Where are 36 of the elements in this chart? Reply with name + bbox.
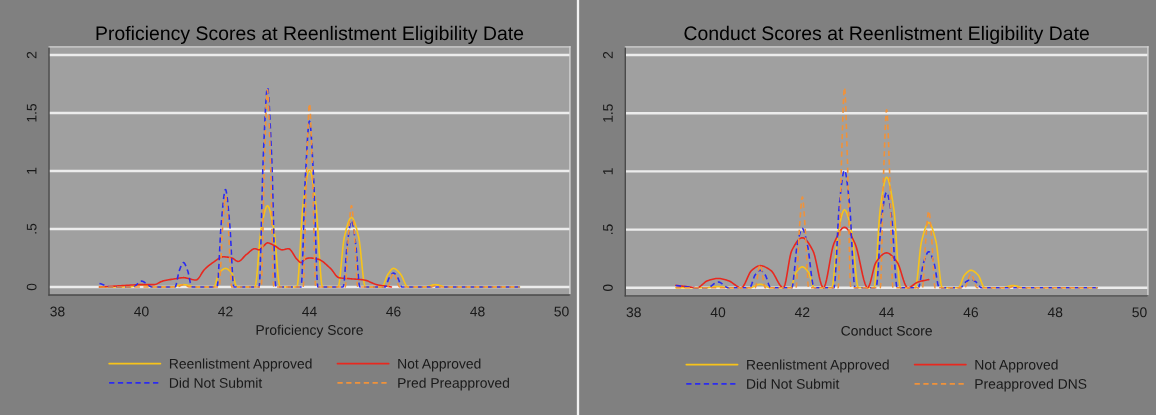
chart-title: Proficiency Scores at Reenlistment Eligibility Date (96, 25, 524, 44)
legend-label: Did Not Submit (169, 377, 263, 388)
x-tick-label: 44 (302, 306, 317, 317)
legend-label: Not Approved (975, 359, 1058, 373)
legend-label: Reenlistment Approved (747, 359, 889, 373)
y-tick-label: 2 (603, 51, 613, 59)
chart-title: Conduct Scores at Reenlistment Eligibility Date (684, 25, 1089, 44)
legend-label: Pred Preapproved (398, 377, 509, 391)
x-tick-label: 38 (50, 306, 65, 317)
y-tick-label: 1.5 (26, 103, 37, 122)
legend-label: Not Approved (398, 358, 481, 372)
legend-label: Reenlistment Approved (169, 358, 312, 372)
x-tick-label: 42 (794, 307, 810, 318)
x-tick-label: 38 (626, 307, 641, 318)
x-tick-label: 48 (1047, 307, 1063, 318)
legend-label: Did Not Submit (747, 378, 840, 389)
x-tick-label: 46 (963, 307, 979, 318)
x-tick-label: 46 (386, 306, 401, 317)
x-tick-label: 40 (710, 307, 726, 318)
x-axis-title: Conduct Score (841, 325, 932, 336)
x-tick-label: 48 (470, 306, 485, 317)
x-tick-label: 40 (134, 306, 149, 317)
x-tick-label: 50 (554, 306, 569, 317)
x-axis-title: Proficiency Score (256, 324, 363, 338)
y-tick-label: 0 (603, 284, 613, 292)
x-tick-label: 44 (879, 307, 894, 318)
y-tick-label: 1 (603, 168, 613, 175)
y-tick-label: .5 (26, 223, 37, 234)
x-tick-label: 42 (218, 306, 233, 317)
x-tick-label: 50 (1132, 307, 1147, 318)
y-tick-label: 0 (26, 283, 37, 291)
y-tick-label: 2 (26, 51, 37, 59)
y-tick-label: .5 (603, 224, 613, 235)
legend-label: Preapproved DNS (975, 378, 1087, 392)
y-tick-label: 1.5 (603, 104, 613, 122)
y-tick-label: 1 (26, 167, 37, 174)
